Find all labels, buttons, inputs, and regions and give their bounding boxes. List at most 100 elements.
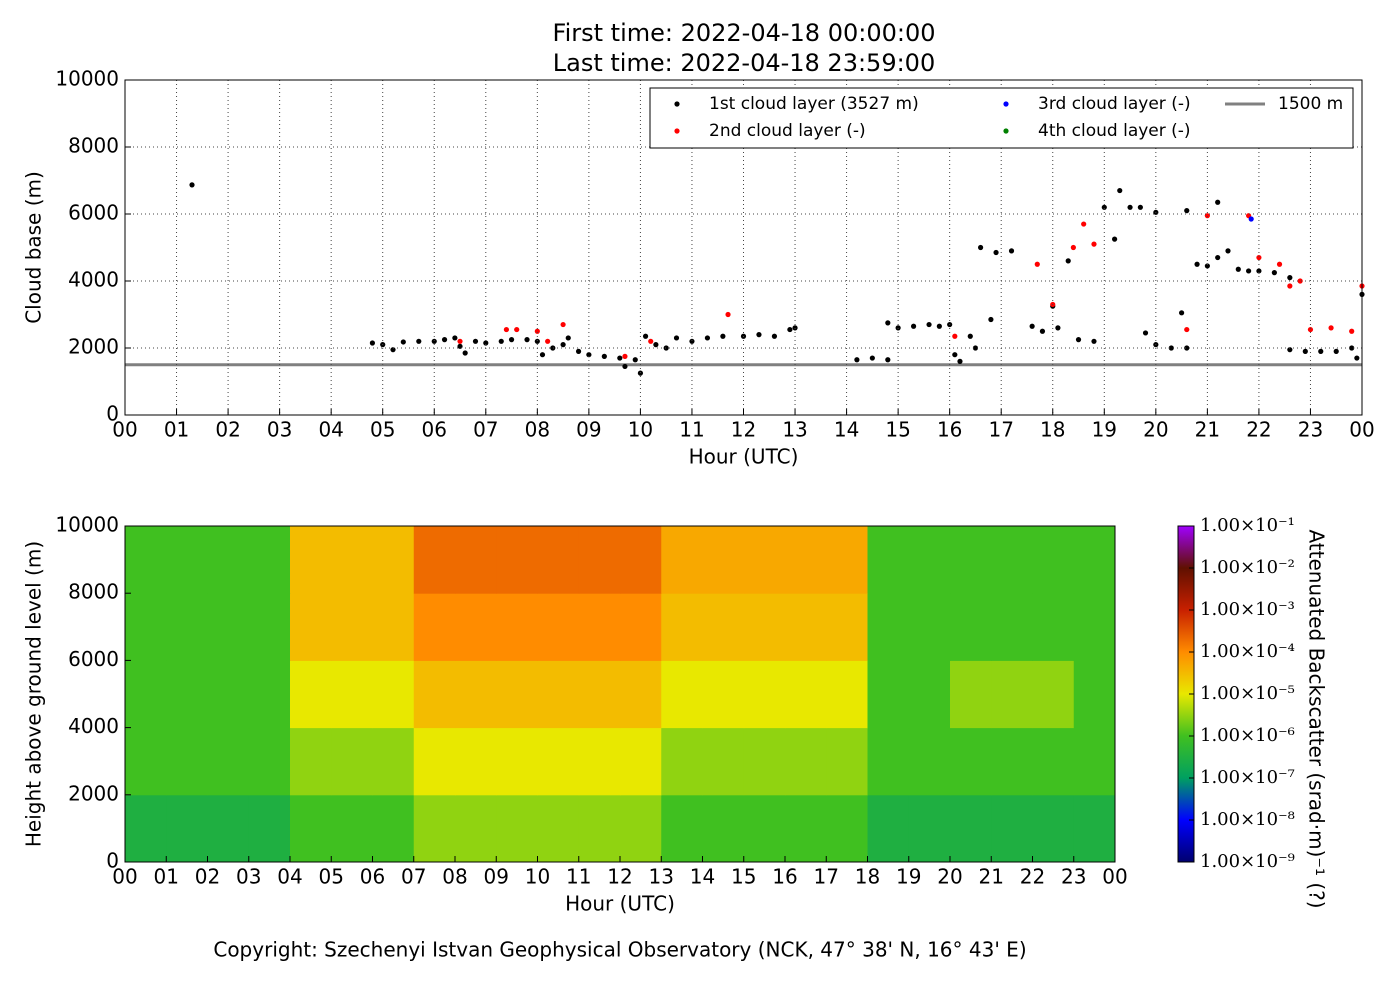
x-tick-label: 08	[525, 418, 550, 442]
cloud-point	[1101, 204, 1107, 210]
heatmap-cell	[166, 526, 208, 594]
cloud-point	[1349, 328, 1355, 334]
cloud-point	[390, 347, 396, 353]
x-tick-label: 09	[576, 418, 601, 442]
heatmap-cell	[867, 593, 910, 661]
heatmap-cell	[991, 660, 1033, 729]
legend-label: 1500 m	[1278, 94, 1343, 114]
cloud-point	[1287, 275, 1293, 281]
heatmap-cell	[1032, 794, 1075, 863]
cloud-point	[369, 340, 375, 346]
heatmap-cell	[991, 794, 1033, 863]
cloud-point	[550, 345, 556, 351]
x-tick-label: 02	[195, 865, 220, 889]
cloud-point	[1081, 221, 1087, 227]
heatmap-cell	[743, 794, 786, 863]
heatmap-cell	[455, 526, 497, 594]
heatmap-cell	[372, 593, 415, 661]
colorbar-tick-label: 1.00×10⁻⁴	[1200, 641, 1295, 662]
x-tick-label: 10	[628, 418, 653, 442]
cloud-point	[441, 337, 448, 343]
y-tick-label: 2000	[68, 781, 119, 805]
cloud-point	[1194, 261, 1200, 267]
cloud-point	[1302, 348, 1308, 354]
heatmap-cell	[537, 526, 580, 594]
heatmap-cell	[290, 526, 332, 594]
cloud-point	[565, 335, 571, 341]
cloud-point	[1091, 241, 1097, 247]
cloud-point	[1215, 254, 1221, 261]
heatmap-cell	[413, 660, 456, 729]
cloud-point	[534, 338, 540, 344]
heatmap-cell	[908, 526, 951, 594]
colorbar-tick-label: 1.00×10⁻³	[1200, 599, 1295, 620]
heatmap-cell	[578, 593, 621, 661]
y-tick-label: 10000	[55, 513, 119, 537]
x-tick-label: 00	[1102, 865, 1127, 889]
heatmap-cell	[1073, 526, 1116, 594]
cloud-point	[673, 335, 680, 341]
heatmap-cell	[785, 660, 827, 729]
legend-marker	[674, 101, 680, 107]
x-tick-label: 14	[690, 865, 715, 889]
x-tick-label: 13	[782, 418, 807, 442]
cloud-point	[1065, 258, 1071, 264]
x-tick-label: 17	[988, 418, 1013, 442]
cloud-point	[1287, 347, 1293, 353]
heatmap-cell	[207, 660, 250, 729]
cloud-point	[771, 333, 778, 339]
heatmap-cell	[826, 727, 868, 796]
cloud-point	[1246, 268, 1252, 274]
heatmap-cell	[166, 593, 208, 661]
heatmap-cell	[331, 794, 373, 863]
title-line-2: Last time: 2022-04-18 23:59:00	[553, 49, 935, 77]
heatmap-cell	[537, 727, 580, 796]
cloud-point	[1256, 254, 1262, 261]
heatmap-cell	[620, 794, 662, 863]
cloud-point	[1235, 266, 1241, 272]
cloud-point	[1349, 345, 1355, 351]
cloud-point	[1117, 187, 1123, 194]
cloud-point	[560, 342, 566, 348]
heatmap-cell	[1032, 593, 1075, 661]
cloud-point	[957, 358, 963, 364]
heatmap-cell	[248, 727, 291, 796]
heatmap-cell	[620, 727, 662, 796]
heatmap-cell	[867, 526, 910, 594]
heatmap-cell	[578, 660, 621, 729]
x-axis-label: Hour (UTC)	[689, 445, 799, 469]
cloud-point	[462, 350, 468, 356]
cloud-point	[586, 352, 592, 358]
heatmap-cell	[207, 727, 250, 796]
heatmap-cell	[785, 727, 827, 796]
cloud-point	[524, 337, 530, 343]
heatmap-cell	[537, 660, 580, 729]
heatmap-cell	[166, 727, 208, 796]
heatmap-cell	[537, 593, 580, 661]
cloud-point	[1091, 338, 1097, 344]
x-tick-label: 04	[277, 865, 302, 889]
y-tick-label: 0	[106, 849, 119, 873]
cloud-point	[689, 338, 695, 344]
x-tick-label: 09	[484, 865, 509, 889]
cloud-point	[498, 338, 504, 344]
heatmap-cell	[331, 526, 373, 594]
cloud-point	[869, 355, 875, 361]
cloud-point	[539, 352, 546, 358]
heatmap-cell	[950, 794, 992, 863]
x-tick-label: 00	[112, 418, 137, 442]
cloud-point	[622, 353, 628, 359]
x-tick-label: 23	[1298, 418, 1323, 442]
heatmap-cell	[661, 526, 703, 594]
x-tick-label: 16	[937, 418, 962, 442]
heatmap-cell	[125, 526, 167, 594]
cloud-point	[926, 321, 932, 328]
heatmap-cell	[908, 593, 951, 661]
cloud-point	[1137, 204, 1143, 210]
cloud-point	[642, 333, 649, 339]
cloud-point	[972, 345, 979, 351]
heatmap-cell	[743, 727, 786, 796]
cloud-point	[1307, 326, 1314, 333]
x-tick-label: 19	[896, 865, 921, 889]
heatmap-cell	[290, 727, 332, 796]
